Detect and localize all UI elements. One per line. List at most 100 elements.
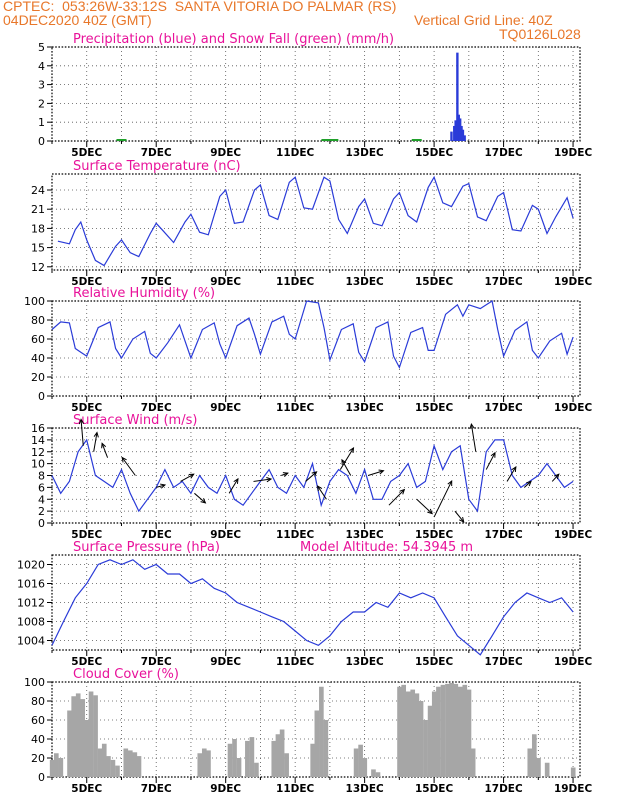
cloud-cover-ytick-label: 80 — [31, 695, 45, 708]
wind-arrow-head — [378, 469, 385, 475]
cloud-bar — [314, 710, 320, 777]
snow-bar — [328, 139, 339, 141]
humidity-series-line — [51, 300, 574, 370]
humidity-xtick-label: 5DEC — [71, 402, 102, 414]
cloud-bar — [80, 699, 86, 777]
cloud-cover-panel: 0 20 40 60 80 100 5DEC 7DEC 9DEC 11DEC 13DEC 15DEC 1… — [24, 667, 592, 795]
wind-arrow — [305, 471, 317, 482]
cloud-bar — [358, 744, 363, 777]
wind-ytick-label: 6 — [38, 481, 45, 494]
wind-series-line — [51, 438, 574, 513]
cloud-bar — [197, 753, 203, 777]
cloud-bar — [58, 758, 64, 777]
cloud-bar — [245, 740, 250, 777]
cloud-cover-ytick-label: 0 — [38, 771, 45, 784]
temperature-xtick-label: 7DEC — [141, 276, 172, 288]
cloud-bar — [49, 759, 55, 777]
wind-arrow-head — [282, 472, 289, 478]
wind-ytick-label: 4 — [38, 493, 45, 506]
temperature-ytick-label: 24 — [31, 184, 45, 197]
temperature-xtick-label: 19DEC — [554, 276, 593, 288]
cloud-bar — [453, 683, 459, 777]
wind-arrow-head — [316, 485, 323, 492]
temperature-ytick-label: 21 — [31, 203, 45, 216]
wind-arrow — [317, 485, 327, 500]
precip-bar — [453, 125, 456, 141]
wind-arrow — [367, 470, 384, 476]
temperature-xtick-label: 13DEC — [346, 276, 385, 288]
pressure-ytick-label: 1020 — [17, 559, 45, 572]
cloud-bar — [423, 720, 428, 777]
cloud-bar — [405, 691, 411, 777]
humidity-xtick-label: 19DEC — [554, 402, 593, 414]
precipitation-ytick-label: 0 — [38, 135, 45, 148]
cloud-bar — [123, 748, 129, 777]
wind-arrow — [485, 452, 496, 470]
wind-xtick-label: 15DEC — [415, 529, 454, 541]
wind-arrow — [253, 478, 272, 482]
temperature-xtick-label: 15DEC — [415, 276, 454, 288]
precipitation-xtick-label: 9DEC — [210, 147, 241, 159]
precipitation-ytick-label: 4 — [38, 60, 45, 73]
cloud-bar — [106, 756, 111, 777]
cloud-cover-xtick-label: 13DEC — [346, 783, 385, 795]
wind-xtick-label: 9DEC — [210, 529, 241, 541]
pressure-xtick-label: 19DEC — [554, 656, 593, 668]
cloud-bar — [132, 752, 138, 777]
cloud-bar — [375, 772, 381, 777]
cloud-cover-ytick-label: 100 — [24, 676, 45, 689]
precipitation-panel: 0 1 2 3 4 5 5DEC 7DEC 9DEC 11DEC 13DEC 15DEC 17DEC 19… — [38, 32, 592, 159]
cloud-cover-xtick-label: 5DEC — [71, 783, 102, 795]
precipitation-xtick-label: 19DEC — [554, 147, 593, 159]
cloud-cover-xtick-label: 17DEC — [484, 783, 523, 795]
humidity-panel: 0 20 40 60 80 100 5DEC 7DEC 9DEC 11DEC 13DEC 15DEC 1… — [24, 286, 592, 414]
wind-arrow-head — [341, 458, 347, 465]
wind-ytick-label: 16 — [31, 422, 45, 435]
cloud-bar — [418, 701, 424, 777]
precipitation-xtick-label: 11DEC — [276, 147, 315, 159]
wind-arrow — [341, 459, 352, 476]
wind-arrow — [180, 473, 194, 482]
pressure-frame — [51, 554, 581, 651]
header-station-line: CPTEC: 053:26W-33:12S SANTA VITORIA DO P… — [3, 0, 397, 14]
cloud-bar — [88, 691, 94, 777]
humidity-ytick-label: 60 — [31, 333, 45, 346]
wind-ytick-label: 8 — [38, 470, 45, 483]
pressure-xtick-label: 9DEC — [210, 656, 241, 668]
cloud-bar — [101, 743, 107, 777]
pressure-xtick-label: 15DEC — [415, 656, 454, 668]
cloud-bar — [275, 734, 281, 777]
cloud-bar — [232, 739, 237, 777]
pressure-title: Surface Pressure (hPa) — [73, 540, 220, 555]
cloud-cover-xtick-label: 11DEC — [276, 783, 315, 795]
wind-frame — [51, 427, 581, 524]
cloud-bar — [570, 767, 576, 777]
wind-arrow — [101, 443, 109, 458]
snow-bar — [116, 139, 127, 141]
wind-ytick-label: 10 — [31, 458, 45, 471]
pressure-ytick-label: 1012 — [17, 597, 45, 610]
cloud-bar — [466, 689, 472, 777]
wind-arrow — [156, 484, 166, 488]
cloud-bar — [414, 693, 420, 777]
humidity-xtick-label: 9DEC — [210, 402, 241, 414]
temperature-xtick-label: 17DEC — [484, 276, 523, 288]
cloud-bar — [531, 734, 537, 777]
temperature-ytick-label: 12 — [31, 261, 45, 274]
cloud-cover-ytick-label: 40 — [31, 733, 45, 746]
wind-arrow-head — [490, 451, 496, 458]
wind-arrow-head — [427, 508, 433, 515]
temperature-series-line — [57, 175, 574, 267]
precipitation-ytick-label: 3 — [38, 79, 45, 92]
cloud-bar — [136, 756, 142, 777]
humidity-ytick-label: 0 — [38, 390, 45, 403]
cloud-bar — [397, 686, 402, 777]
wind-title: Surface Wind (m/s) — [73, 413, 197, 428]
precipitation-title: Precipitation (blue) and Snow Fall (gree… — [73, 32, 394, 47]
pressure-panel: 1004 1008 1012 1016 1020 5DEC 7DEC 9DEC 11DEC 13D… — [17, 540, 592, 668]
humidity-xtick-label: 11DEC — [276, 402, 315, 414]
wind-arrow — [80, 419, 84, 446]
temperature-panel: 12 15 18 21 24 5DEC 7DEC 9DEC 11DEC 13DEC 15DEC 17D… — [31, 159, 592, 288]
cloud-bar — [436, 686, 441, 777]
